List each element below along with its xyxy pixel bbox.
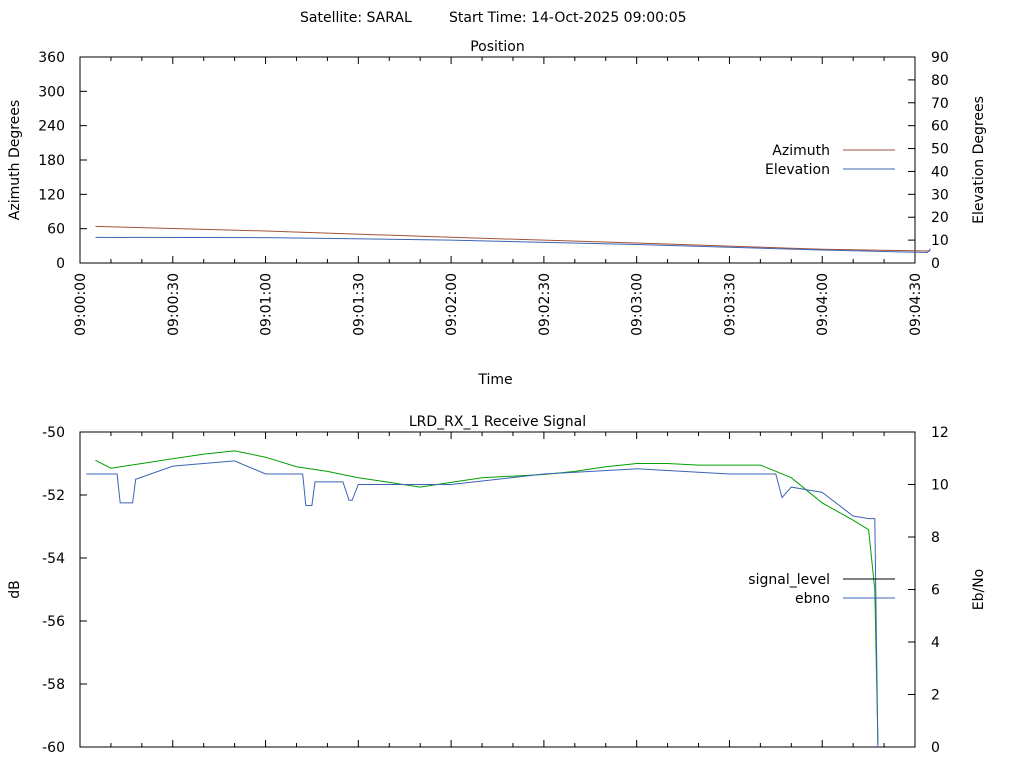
y-axis-title: Azimuth Degrees [7,100,23,220]
y2-tick-label: 12 [931,425,949,441]
y2-tick-label: 60 [931,119,949,135]
series-line-signal-level [95,450,879,744]
x-tick-label: 09:01:00 [259,273,275,336]
y2-tick-label: 2 [931,688,940,704]
y-tick-label: 180 [38,153,65,169]
x-tick-label: 09:04:30 [908,273,924,336]
y-tick-label: -50 [42,425,65,441]
y2-axis-title: Elevation Degrees [971,96,987,224]
y-tick-label: -52 [42,488,65,504]
y2-tick-label: 20 [931,210,949,226]
x-tick-label: 09:01:30 [351,273,367,336]
series-line-elevation [95,236,931,254]
y-tick-label: -54 [42,551,65,567]
legend-label-signal-level: signal_level [748,572,830,588]
legend-label-azimuth: Azimuth [772,143,830,159]
y2-tick-label: 10 [931,478,949,494]
y2-tick-label: 90 [931,50,949,66]
position-chart: Position 0 60 120 180 240 300 360 0 10 20 30 40 50 60 7… [7,39,987,388]
y2-tick-label: 30 [931,187,949,203]
y-tick-label: -58 [42,677,65,693]
y-tick-label: -60 [42,740,65,756]
x-tick-label: 09:00:00 [73,273,89,336]
satellite-label: Satellite: SARAL [300,10,412,26]
y2-tick-label: 50 [931,142,949,158]
y2-tick-label: 0 [931,740,940,756]
x-tick-label: 09:03:30 [722,273,738,336]
y2-tick-label: 6 [931,583,940,599]
y2-tick-label: 4 [931,635,940,651]
y2-tick-label: 10 [931,233,949,249]
plot-frame [79,56,916,264]
x-tick-label: 09:02:00 [444,273,460,336]
start-time-label: Start Time: 14-Oct-2025 09:00:05 [449,10,687,26]
receive-signal-chart: LRD_RX_1 Receive Signal -60 -58 -56 -54 -52 -5… [7,414,987,756]
y-tick-label: 0 [56,256,65,272]
y-tick-label: 300 [38,84,65,100]
x-tick-label: 09:03:00 [630,273,646,336]
x-tick-label: 09:04:00 [815,273,831,336]
y2-axis-title: Eb/No [971,569,987,611]
y2-tick-label: 80 [931,73,949,89]
y-tick-label: 60 [47,222,65,238]
y-tick-label: 120 [38,187,65,203]
x-axis-title: Time [477,372,512,388]
y-tick-label: 360 [38,50,65,66]
x-tick-label: 09:00:30 [166,273,182,336]
y-tick-label: 240 [38,119,65,135]
chart-title: LRD_RX_1 Receive Signal [409,414,586,430]
y-tick-label: -56 [42,614,65,630]
chart-title: Position [470,39,525,55]
legend-label-elevation: Elevation [765,162,830,178]
y2-tick-label: 0 [931,256,940,272]
y-axis-title: dB [7,580,23,599]
y2-tick-label: 70 [931,96,949,112]
series-line-azimuth [95,225,931,252]
x-tick-label: 09:02:30 [537,273,553,336]
y2-tick-label: 8 [931,530,940,546]
y2-tick-label: 40 [931,164,949,180]
legend-label-ebno: ebno [795,591,830,607]
series-line-ebno [86,460,879,748]
